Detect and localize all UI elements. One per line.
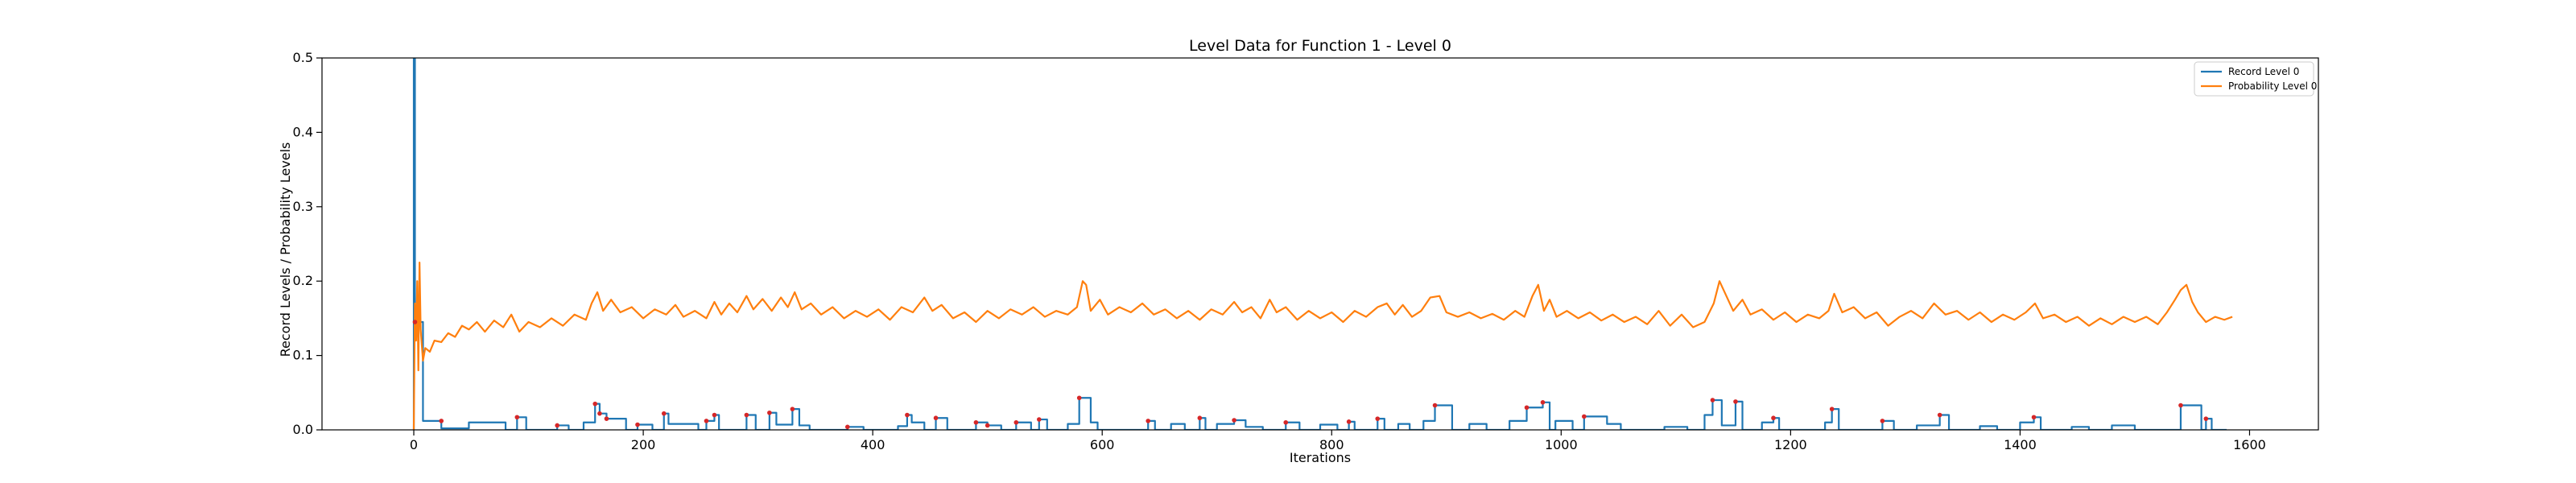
record-point-marker [514, 415, 520, 420]
record-point-marker [905, 412, 910, 418]
record-point-marker [555, 423, 559, 428]
y-tick-label: 0.5 [293, 50, 313, 65]
y-axis-title: Record Levels / Probability Levels [278, 142, 293, 357]
legend-label: Record Level 0 [2228, 66, 2299, 77]
record-point-marker [439, 419, 444, 423]
legend: Record Level 0 Probability Level 0 [2194, 61, 2317, 97]
chart-title: Level Data for Function 1 - Level 0 [1189, 37, 1451, 55]
x-tick-label: 400 [861, 437, 886, 452]
record-point-marker [973, 419, 979, 425]
x-tick-label: 800 [1319, 437, 1344, 452]
y-tick-label: 0.1 [293, 348, 313, 363]
x-tick-label: 1200 [1774, 437, 1807, 452]
plot-frame [321, 57, 2319, 431]
record-point-marker [635, 422, 640, 427]
series-line-probability-level [412, 262, 2233, 430]
record-point-marker [592, 401, 598, 407]
x-tick-label: 600 [1090, 437, 1115, 452]
record-point-marker [1013, 419, 1019, 425]
record-point-marker [767, 410, 772, 415]
record-point-marker [1232, 418, 1236, 423]
y-tick-label: 0.4 [293, 124, 313, 139]
record-point-marker [1733, 399, 1738, 404]
record-point-marker [1540, 400, 1546, 405]
x-tick-label: 0 [410, 437, 418, 452]
record-point-marker [985, 423, 990, 428]
record-point-marker [1771, 415, 1776, 421]
record-point-marker [704, 419, 709, 423]
x-tick-label: 1400 [2004, 437, 2037, 452]
record-point-marker [933, 415, 939, 421]
y-tick-label: 0.0 [293, 422, 313, 437]
record-point-marker [1146, 419, 1151, 423]
record-point-marker [1524, 405, 1530, 411]
record-point-marker [1829, 407, 1835, 411]
record-point-marker [1582, 414, 1587, 419]
record-point-marker [2031, 415, 2037, 420]
y-tick-label: 0.3 [293, 199, 313, 214]
record-point-marker [790, 407, 795, 411]
record-point-marker [1937, 412, 1942, 418]
series-line-record-level [412, 58, 2227, 430]
record-point-marker [1432, 402, 1438, 408]
record-point-marker [1375, 416, 1381, 421]
record-point-marker [744, 412, 749, 418]
record-point-marker [604, 416, 609, 421]
series-group [412, 58, 2233, 430]
x-tick-label: 200 [631, 437, 656, 452]
record-point-marker [1076, 395, 1082, 401]
record-point-marker [712, 412, 717, 418]
record-point-marker [1037, 417, 1042, 422]
record-point-marker [844, 424, 850, 430]
record-point-marker [661, 411, 667, 416]
record-point-marker [1197, 415, 1203, 421]
record-point-marker [1710, 398, 1715, 402]
y-tick-label: 0.2 [293, 273, 313, 288]
record-point-marker [597, 411, 602, 416]
x-tick-label: 1600 [2233, 437, 2266, 452]
record-point-marker [412, 320, 418, 324]
record-point-marker [1880, 419, 1885, 423]
record-point-marker [2178, 402, 2183, 408]
record-point-marker [1346, 419, 1352, 424]
record-point-marker [2203, 416, 2209, 421]
legend-box [2194, 61, 2314, 97]
legend-label: Probability Level 0 [2228, 80, 2317, 92]
axes: 0 200 400 600 800 1000 1200 1400 1600 0.0 0.1 0.2 0.… [293, 50, 2319, 452]
x-tick-label: 1000 [1545, 437, 1578, 452]
record-point-marker [1283, 419, 1289, 425]
x-axis-title: Iterations [1290, 450, 1351, 465]
plot-area [412, 58, 2233, 430]
